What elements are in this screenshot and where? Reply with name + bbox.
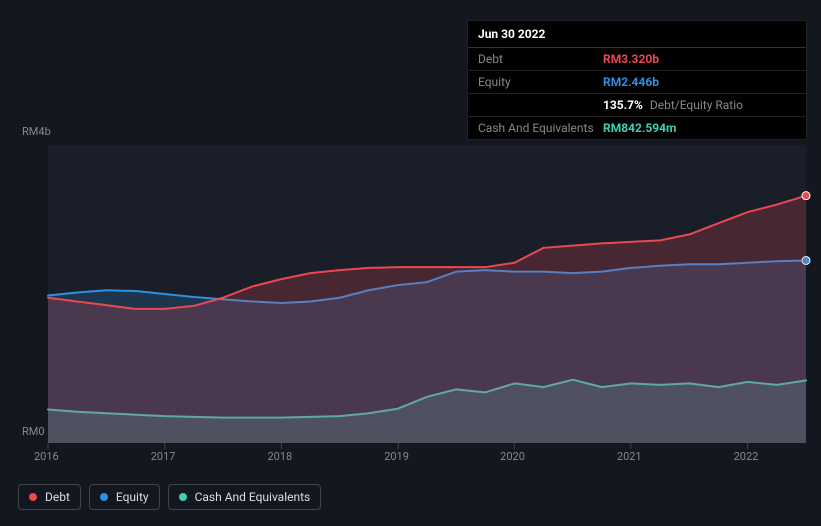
x-axis-label: 2021	[617, 450, 642, 463]
legend-item-cash-and-equivalents[interactable]: Cash And Equivalents	[168, 484, 322, 510]
chart-legend: Debt Equity Cash And Equivalents	[18, 484, 321, 510]
x-axis-label: 2016	[34, 450, 59, 463]
tooltip-value: RM3.320b	[603, 52, 659, 66]
legend-dot-icon	[29, 493, 37, 501]
tooltip-row: EquityRM2.446b	[468, 71, 806, 94]
x-axis-label: 2019	[384, 450, 409, 463]
tooltip-value: 135.7% Debt/Equity Ratio	[603, 98, 743, 112]
financial-history-chart: Jun 30 2022 DebtRM3.320bEquityRM2.446b13…	[0, 0, 821, 526]
tooltip-row: 135.7% Debt/Equity Ratio	[468, 94, 806, 117]
tooltip-suffix: Debt/Equity Ratio	[647, 98, 743, 112]
x-axis-label: 2022	[734, 450, 759, 463]
legend-label: Debt	[45, 490, 70, 504]
tooltip-row: DebtRM3.320b	[468, 48, 806, 71]
y-axis-label: RM0	[22, 425, 45, 438]
legend-dot-icon	[179, 493, 187, 501]
y-axis-label: RM4b	[22, 125, 51, 138]
tooltip-label: Equity	[478, 75, 603, 89]
tooltip-label: Debt	[478, 52, 603, 66]
tooltip-value: RM2.446b	[603, 75, 659, 89]
chart-tooltip: Jun 30 2022 DebtRM3.320bEquityRM2.446b13…	[467, 20, 807, 140]
x-axis-label: 2018	[267, 450, 292, 463]
tooltip-label: Cash And Equivalents	[478, 121, 603, 135]
tooltip-row: Cash And EquivalentsRM842.594m	[468, 117, 806, 139]
legend-item-equity[interactable]: Equity	[89, 484, 160, 510]
legend-label: Cash And Equivalents	[195, 490, 311, 504]
legend-dot-icon	[100, 493, 108, 501]
tooltip-label	[478, 98, 603, 112]
tooltip-date: Jun 30 2022	[468, 21, 806, 48]
legend-label: Equity	[116, 490, 149, 504]
x-axis-label: 2020	[500, 450, 525, 463]
tooltip-value: RM842.594m	[603, 121, 676, 135]
x-axis-label: 2017	[151, 450, 176, 463]
legend-item-debt[interactable]: Debt	[18, 484, 81, 510]
